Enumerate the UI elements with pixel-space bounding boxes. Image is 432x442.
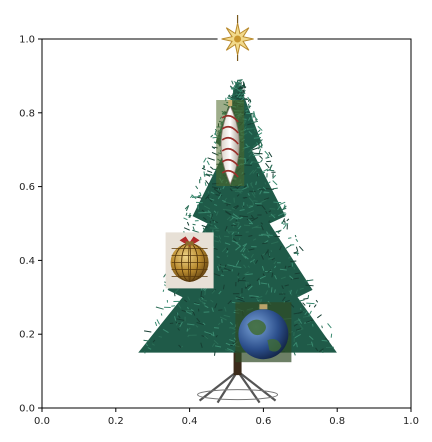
ornament-icon: [216, 100, 245, 187]
x-tick-label: 0.4: [182, 416, 198, 427]
x-tick-label: 1.0: [403, 416, 419, 427]
star-icon: [217, 15, 258, 61]
y-tick-label: 0.0: [19, 404, 35, 415]
x-axis: 0.0 0.2 0.4 0.6 0.8 1.0: [34, 408, 419, 427]
y-tick-label: 0.6: [19, 182, 35, 193]
globe-icon: [235, 302, 292, 363]
x-tick-label: 0.0: [34, 416, 50, 427]
ornament-icon: [165, 232, 214, 289]
y-tick-label: 0.8: [19, 108, 35, 119]
y-tick-label: 0.2: [19, 330, 35, 341]
tree-stand: [197, 370, 279, 404]
x-tick-label: 0.6: [255, 416, 271, 427]
y-axis: 0.0 0.2 0.4 0.6 0.8 1.0: [19, 35, 42, 415]
x-tick-label: 0.2: [108, 416, 124, 427]
x-tick-label: 0.8: [329, 416, 345, 427]
topper-layer: [217, 15, 258, 61]
y-tick-label: 0.4: [19, 256, 35, 267]
y-tick-label: 1.0: [19, 35, 35, 46]
plot-content: [138, 79, 337, 404]
